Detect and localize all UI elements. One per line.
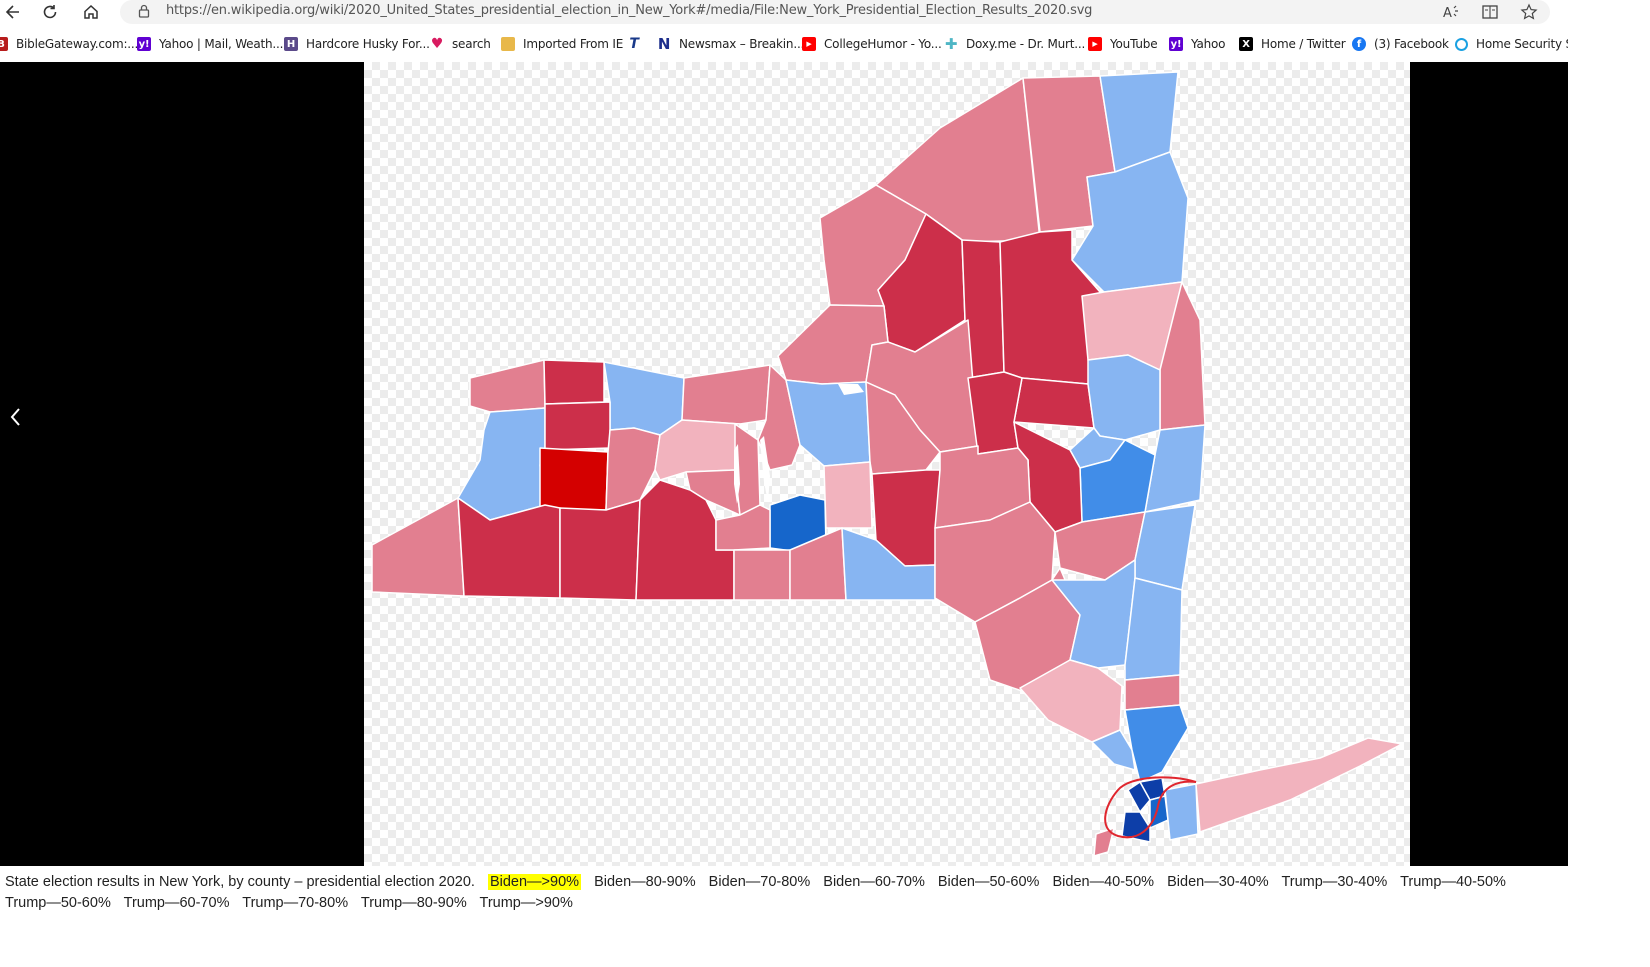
map-image[interactable] <box>364 62 1410 866</box>
county-kings <box>1121 811 1151 843</box>
county-schuyler <box>715 504 771 551</box>
legend-item: Trump—40-50% <box>1400 874 1506 890</box>
yahoo-icon: y! <box>1169 37 1183 51</box>
read-aloud-icon[interactable]: A <box>1440 2 1462 22</box>
legend-item: Biden—80-90% <box>594 874 696 890</box>
county-chemung <box>733 549 791 601</box>
address-bar[interactable]: https://en.wikipedia.org/wiki/2020_Unite… <box>120 0 1550 24</box>
bookmark-facebook[interactable]: f (3) Facebook <box>1352 35 1449 53</box>
home-icon[interactable] <box>78 0 104 24</box>
legend-item: Biden—50-60% <box>937 874 1040 890</box>
county-otsego <box>934 445 1031 529</box>
bookmark-doxy[interactable]: ✚ Doxy.me - Dr. Murt... <box>944 35 1086 53</box>
x-icon: X <box>1239 37 1253 51</box>
county-westchester <box>1124 704 1189 783</box>
county-putnam <box>1124 674 1181 711</box>
immersive-reader-icon[interactable] <box>1479 2 1501 22</box>
bookmark-yahoo-mail[interactable]: y! Yahoo | Mail, Weath... <box>137 37 284 51</box>
bookmark-t-logo[interactable]: T <box>627 35 649 53</box>
county-wyoming <box>539 447 609 511</box>
bookmarks-bar: B BibleGateway.com:... y! Yahoo | Mail, We… <box>0 31 1568 57</box>
nyc-annotation-circle <box>1104 776 1197 839</box>
bookmark-youtube[interactable]: ▶ YouTube <box>1088 35 1158 53</box>
image-caption: State election results in New York, by c… <box>0 866 1568 967</box>
bookmark-imported-from-ie[interactable]: Imported From IE <box>501 35 623 53</box>
county-allegany <box>559 499 641 601</box>
county-cortland <box>823 461 873 529</box>
heart-icon: ♥ <box>430 36 444 52</box>
legend-item: Trump—60-70% <box>123 895 230 911</box>
yahoo-icon: y! <box>137 37 151 51</box>
lake-oneida <box>838 384 864 395</box>
county-orleans <box>543 359 605 405</box>
url-text[interactable]: https://en.wikipedia.org/wiki/2020_Unite… <box>166 3 1093 18</box>
back-icon[interactable] <box>0 0 26 24</box>
legend-item: Trump—70-80% <box>242 895 349 911</box>
facebook-icon: f <box>1352 37 1366 51</box>
legend-item: Trump—50-60% <box>5 895 111 911</box>
bookmark-home-security[interactable]: Home Security Sys <box>1455 35 1568 53</box>
county-livingston <box>605 427 661 511</box>
bookmark-search[interactable]: ♥ search <box>430 36 491 52</box>
county-monroe <box>603 361 685 436</box>
bookmark-yahoo[interactable]: y! Yahoo <box>1169 37 1226 51</box>
legend-item: Biden—60-70% <box>823 874 925 890</box>
county-orange <box>1019 659 1123 743</box>
newsmax-icon: N <box>657 35 671 53</box>
caption-text: State election results in New York, by c… <box>5 874 475 890</box>
legend-item: Trump—80-90% <box>360 895 467 911</box>
county-rensselaer <box>1144 424 1206 513</box>
legend-item: Trump—30-40% <box>1281 874 1388 890</box>
county-rockland <box>1091 729 1136 771</box>
county-fulton <box>1013 377 1095 429</box>
youtube-icon: ▶ <box>1088 37 1102 51</box>
folder-icon <box>501 37 515 51</box>
county-erie <box>457 407 546 521</box>
husky-forum-icon: H <box>284 37 298 51</box>
bookmark-collegehumor[interactable]: ▶ CollegeHumor - Yo... <box>802 35 942 53</box>
bookmark-biblegateway[interactable]: B BibleGateway.com:... <box>0 35 138 53</box>
bookmark-newsmax[interactable]: N Newsmax – Breakin... <box>657 35 805 53</box>
bookmark-twitter[interactable]: X Home / Twitter <box>1239 35 1346 53</box>
refresh-icon[interactable] <box>37 0 63 24</box>
county-suffolk <box>1195 737 1403 833</box>
legend-item: Trump—>90% <box>479 895 573 911</box>
browser-toolbar: https://en.wikipedia.org/wiki/2020_Unite… <box>0 0 1568 26</box>
county-genesee <box>544 401 611 451</box>
county-saratoga <box>1087 354 1161 441</box>
youtube-icon: ▶ <box>802 37 816 51</box>
legend-item: Biden—30-40% <box>1167 874 1269 890</box>
county-niagara <box>469 359 546 413</box>
media-viewer <box>0 62 1568 866</box>
bookmark-hardcore-husky[interactable]: H Hardcore Husky For... <box>284 35 430 53</box>
lake-cayuga <box>760 436 770 502</box>
lake-seneca <box>734 444 740 504</box>
legend-item: Biden—>90% <box>487 874 582 890</box>
county-montgomery <box>967 371 1023 455</box>
t-logo-icon: T <box>629 36 639 52</box>
favorite-star-icon[interactable] <box>1518 2 1540 22</box>
svg-text:A: A <box>1443 6 1452 20</box>
county-chautauqua <box>371 497 465 597</box>
county-yates <box>685 469 741 516</box>
county-columbia <box>1134 504 1196 591</box>
county-nassau <box>1164 783 1199 841</box>
doxy-icon: ✚ <box>944 35 958 53</box>
legend-item: Biden—40-50% <box>1052 874 1155 890</box>
lock-icon[interactable] <box>138 4 150 23</box>
county-dutchess <box>1124 577 1183 681</box>
biblegateway-icon: B <box>0 37 8 51</box>
legend-item: Biden—70-80% <box>708 874 811 890</box>
chevron-left-icon[interactable] <box>2 402 28 432</box>
security-icon <box>1455 37 1468 51</box>
county-wayne <box>681 364 771 425</box>
ny-county-map <box>371 71 1403 857</box>
